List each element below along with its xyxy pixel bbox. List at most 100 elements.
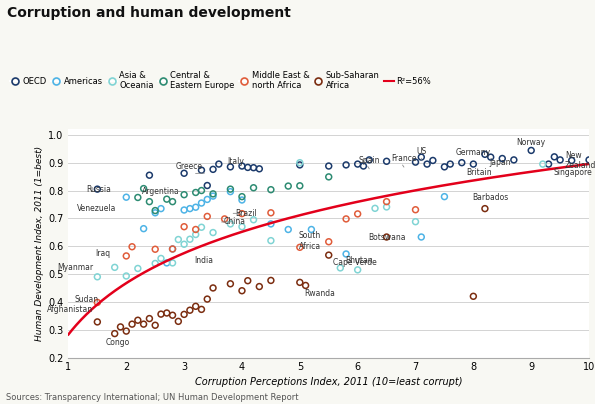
Point: [382, 234, 392, 240]
Point: [544, 161, 553, 167]
Point: [174, 236, 183, 243]
Point: [411, 219, 420, 225]
Point: [145, 316, 154, 322]
Point: [266, 277, 275, 284]
Point: [550, 154, 559, 160]
Text: Venezuela: Venezuela: [77, 204, 117, 213]
Point: [422, 161, 432, 167]
Point: [249, 185, 258, 191]
Point: [168, 198, 177, 205]
Point: [336, 265, 345, 271]
Point: [416, 154, 426, 160]
Text: Singapore: Singapore: [553, 168, 592, 177]
Point: [324, 174, 334, 180]
Text: Argentina: Argentina: [142, 187, 180, 196]
Point: [226, 280, 235, 287]
X-axis label: Corruption Perceptions Index, 2011 (10=least corrupt): Corruption Perceptions Index, 2011 (10=l…: [195, 377, 462, 387]
Point: [324, 252, 334, 258]
Point: [266, 238, 275, 244]
Point: [115, 324, 125, 330]
Text: Norway: Norway: [516, 137, 546, 147]
Point: [133, 317, 143, 324]
Text: Corruption and human development: Corruption and human development: [7, 6, 291, 20]
Text: Bhutan: Bhutan: [345, 256, 372, 265]
Point: [162, 196, 171, 202]
Text: Congo: Congo: [105, 338, 130, 347]
Point: [93, 319, 102, 325]
Point: [365, 157, 374, 163]
Point: [162, 260, 171, 266]
Point: [179, 311, 189, 318]
Point: [457, 160, 466, 166]
Point: [249, 217, 258, 223]
Point: [191, 204, 201, 210]
Point: [110, 330, 120, 337]
Point: [179, 191, 189, 198]
Point: [237, 223, 247, 230]
Point: [156, 205, 166, 212]
Point: [121, 328, 131, 335]
Point: [353, 267, 362, 273]
Point: [342, 162, 351, 168]
Point: [208, 166, 218, 173]
Text: Barbados: Barbados: [472, 193, 509, 202]
Point: [509, 157, 519, 163]
Point: [342, 216, 351, 222]
Text: Russia: Russia: [86, 185, 111, 194]
Point: [179, 241, 189, 248]
Point: [237, 163, 247, 169]
Point: [527, 147, 536, 154]
Point: [197, 167, 206, 173]
Text: US: US: [416, 147, 427, 156]
Point: [359, 163, 368, 169]
Text: Germany: Germany: [456, 148, 491, 157]
Point: [237, 197, 247, 203]
Text: France: France: [391, 154, 416, 163]
Point: [121, 273, 131, 279]
Point: [416, 234, 426, 240]
Point: [208, 193, 218, 199]
Point: [214, 161, 224, 167]
Point: [197, 306, 206, 313]
Point: [127, 321, 137, 327]
Point: [295, 279, 305, 286]
Point: [179, 223, 189, 230]
Point: [202, 296, 212, 302]
Point: [295, 183, 305, 189]
Point: [411, 159, 420, 165]
Text: Greece: Greece: [176, 162, 203, 171]
Point: [295, 160, 305, 166]
Point: [93, 299, 102, 306]
Point: [168, 246, 177, 252]
Point: [440, 194, 449, 200]
Point: [197, 200, 206, 206]
Point: [151, 207, 160, 214]
Point: [237, 288, 247, 294]
Point: [110, 264, 120, 271]
Y-axis label: Human Development Index, 2011 (1=best): Human Development Index, 2011 (1=best): [35, 146, 44, 341]
Point: [243, 278, 252, 284]
Point: [179, 170, 189, 177]
Point: [191, 189, 201, 196]
Point: [283, 226, 293, 233]
Point: [151, 260, 160, 267]
Text: Sudan: Sudan: [75, 295, 99, 304]
Point: [185, 236, 195, 242]
Text: Cape Verde: Cape Verde: [333, 258, 377, 267]
Point: [202, 196, 212, 203]
Point: [301, 282, 311, 289]
Point: [382, 198, 392, 205]
Point: [555, 157, 565, 163]
Point: [446, 161, 455, 167]
Point: [139, 185, 148, 192]
Point: [133, 265, 143, 272]
Text: Italy: Italy: [228, 157, 245, 166]
Point: [382, 204, 392, 210]
Point: [191, 303, 201, 309]
Point: [168, 260, 177, 266]
Point: [133, 194, 143, 201]
Point: [353, 210, 362, 217]
Text: Afghanistan: Afghanistan: [47, 305, 93, 314]
Point: [197, 187, 206, 194]
Point: [567, 157, 577, 164]
